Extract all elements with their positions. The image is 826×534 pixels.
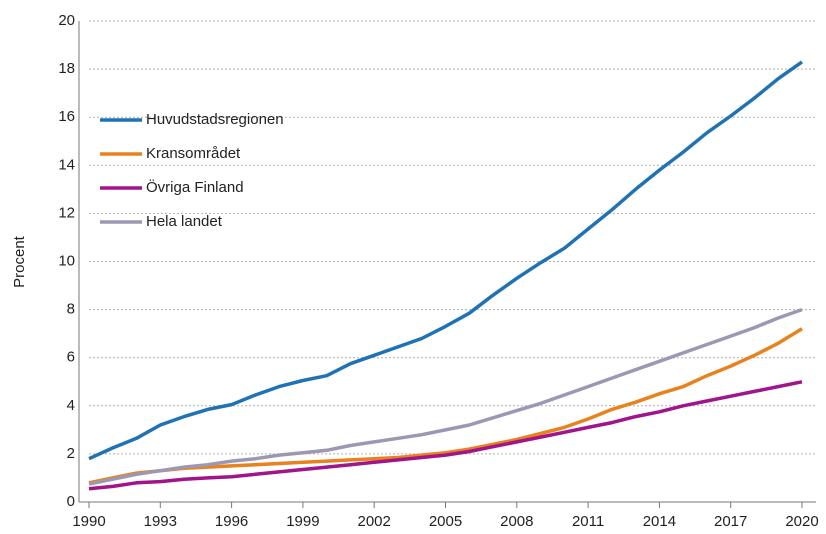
y-axis-label: Procent: [11, 235, 28, 288]
y-tick-label: 18: [58, 60, 75, 77]
y-tick-label: 6: [67, 349, 75, 366]
x-tick-label: 1999: [286, 513, 319, 530]
legend-label: Kransområdet: [146, 145, 241, 162]
x-tick-label: 2002: [358, 513, 391, 530]
x-tick-label: 2017: [714, 513, 747, 530]
y-tick-label: 12: [58, 204, 75, 221]
y-tick-label: 2: [67, 445, 75, 462]
y-tick-label: 20: [58, 12, 75, 29]
legend-label: Övriga Finland: [146, 178, 244, 196]
x-tick-label: 2020: [785, 513, 818, 530]
x-tick-label: 1990: [72, 513, 105, 530]
legend-label: Hela landet: [146, 213, 223, 230]
y-tick-label: 0: [67, 493, 75, 510]
y-tick-label: 8: [67, 301, 75, 318]
y-tick-label: 10: [58, 252, 75, 269]
y-tick-label: 14: [58, 156, 75, 173]
x-tick-label: 2008: [500, 513, 533, 530]
series-line: [88, 380, 803, 491]
x-tick-label: 1993: [144, 513, 177, 530]
legend-label: Huvudstadsregionen: [146, 111, 284, 128]
series-line: [88, 60, 804, 461]
series-line: [88, 307, 803, 486]
y-tick-label: 16: [58, 108, 75, 125]
x-tick-label: 2005: [429, 513, 462, 530]
series-line: [88, 327, 803, 485]
x-tick-label: 2014: [643, 513, 676, 530]
x-tick-label: 2011: [572, 513, 604, 530]
x-tick-label: 1996: [215, 513, 248, 530]
y-tick-label: 4: [67, 397, 75, 414]
